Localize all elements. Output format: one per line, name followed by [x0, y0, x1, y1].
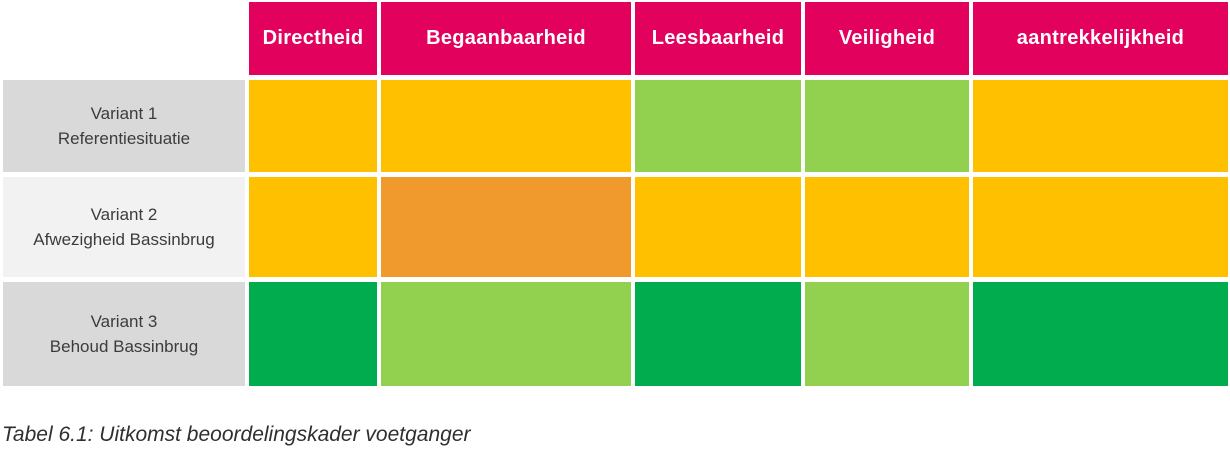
column-header-begaanbaarheid: Begaanbaarheid — [381, 2, 631, 75]
row-label-variant-1: Variant 1 Referentiesituatie — [3, 80, 245, 172]
assessment-table: Directheid Begaanbaarheid Leesbaarheid Veil… — [3, 2, 1228, 386]
score-cell-variant-3-leesbaarheid — [635, 282, 801, 386]
score-cell-variant-2-begaanbaarheid — [381, 177, 631, 277]
score-cell-variant-1-begaanbaarheid — [381, 80, 631, 172]
row-label-line2: Afwezigheid Bassinbrug — [33, 230, 215, 249]
row-label-variant-2: Variant 2 Afwezigheid Bassinbrug — [3, 177, 245, 277]
column-header-leesbaarheid: Leesbaarheid — [635, 2, 801, 75]
row-label-line1: Variant 3 — [90, 312, 158, 331]
score-cell-variant-3-begaanbaarheid — [381, 282, 631, 386]
score-cell-variant-1-veiligheid — [805, 80, 969, 172]
row-label-line2: Behoud Bassinbrug — [49, 337, 199, 356]
row-label-line1: Variant 2 — [90, 205, 158, 224]
column-header-directheid: Directheid — [249, 2, 377, 75]
score-cell-variant-3-aantrekkelijkheid — [973, 282, 1228, 386]
column-header-aantrekkelijkheid: aantrekkelijkheid — [973, 2, 1228, 75]
score-cell-variant-2-leesbaarheid — [635, 177, 801, 277]
table-corner-cell — [3, 2, 245, 75]
score-cell-variant-1-leesbaarheid — [635, 80, 801, 172]
score-cell-variant-3-veiligheid — [805, 282, 969, 386]
row-label-variant-3: Variant 3 Behoud Bassinbrug — [3, 282, 245, 386]
row-label-line2: Referentiesituatie — [57, 129, 191, 148]
row-label-line1: Variant 1 — [90, 104, 158, 123]
table-caption: Tabel 6.1: Uitkomst beoordelingskader vo… — [2, 423, 471, 446]
score-cell-variant-3-directheid — [249, 282, 377, 386]
score-cell-variant-2-aantrekkelijkheid — [973, 177, 1228, 277]
score-cell-variant-2-veiligheid — [805, 177, 969, 277]
score-cell-variant-1-directheid — [249, 80, 377, 172]
score-cell-variant-2-directheid — [249, 177, 377, 277]
score-cell-variant-1-aantrekkelijkheid — [973, 80, 1228, 172]
column-header-veiligheid: Veiligheid — [805, 2, 969, 75]
